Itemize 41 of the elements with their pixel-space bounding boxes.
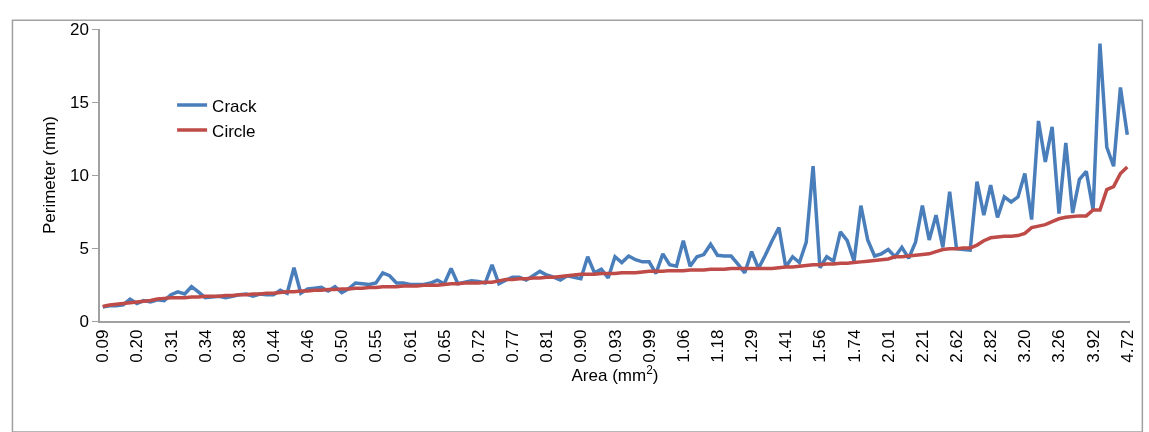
y-tick-label: 5 — [79, 238, 89, 258]
y-axis-title: Perimeter (mm) — [39, 115, 59, 235]
x-tick-label: 1.29 — [742, 329, 762, 363]
x-tick-label: 2.82 — [981, 329, 1001, 363]
x-tick-label: 1.18 — [707, 329, 727, 363]
x-tick-label: 1.41 — [776, 329, 796, 363]
x-tick-label: 0.38 — [229, 329, 249, 363]
y-tick-label: 0 — [79, 311, 89, 331]
legend-label: Circle — [212, 121, 256, 141]
x-tick-label: 3.20 — [1015, 329, 1035, 363]
x-tick-label: 0.90 — [571, 329, 591, 363]
x-tick-label: 0.09 — [93, 329, 113, 363]
y-tick-label: 15 — [69, 92, 89, 112]
x-tick-label: 2.62 — [947, 329, 967, 363]
x-tick-label: 0.93 — [605, 329, 625, 363]
line-series — [100, 165, 1130, 309]
x-tick-label: 0.55 — [366, 329, 386, 363]
x-tick-label: 1.56 — [810, 329, 830, 363]
x-tick-label: 0.72 — [468, 329, 488, 363]
y-tick-label: 10 — [69, 165, 89, 185]
x-tick-label: 0.20 — [127, 329, 147, 363]
x-tick-label: 0.46 — [298, 329, 318, 363]
legend-label: Crack — [212, 96, 257, 116]
y-tick-label: 20 — [69, 19, 89, 39]
x-tick-label: 0.81 — [537, 329, 557, 363]
x-tick-label: 2.21 — [912, 329, 932, 363]
x-tick-label: 0.99 — [639, 329, 659, 363]
x-tick-label: 0.50 — [332, 329, 352, 363]
x-tick-label: 0.34 — [195, 329, 215, 363]
x-tick-label: 0.77 — [503, 329, 523, 363]
x-tick-label: 3.92 — [1083, 329, 1103, 363]
x-axis-title: Area (mm$^{2}$) — [571, 362, 659, 385]
x-tick-label: 0.44 — [264, 329, 284, 363]
x-tick-label: 0.65 — [434, 329, 454, 363]
x-tick-label: 0.61 — [400, 329, 420, 363]
x-tick-label: 2.01 — [878, 329, 898, 363]
x-tick-label: 0.31 — [161, 329, 181, 363]
x-tick-label: 3.26 — [1049, 329, 1069, 363]
x-tick-label: 1.74 — [844, 329, 864, 363]
x-tick-label: 4.72 — [1117, 329, 1137, 363]
x-tick-label: 1.06 — [673, 329, 693, 363]
